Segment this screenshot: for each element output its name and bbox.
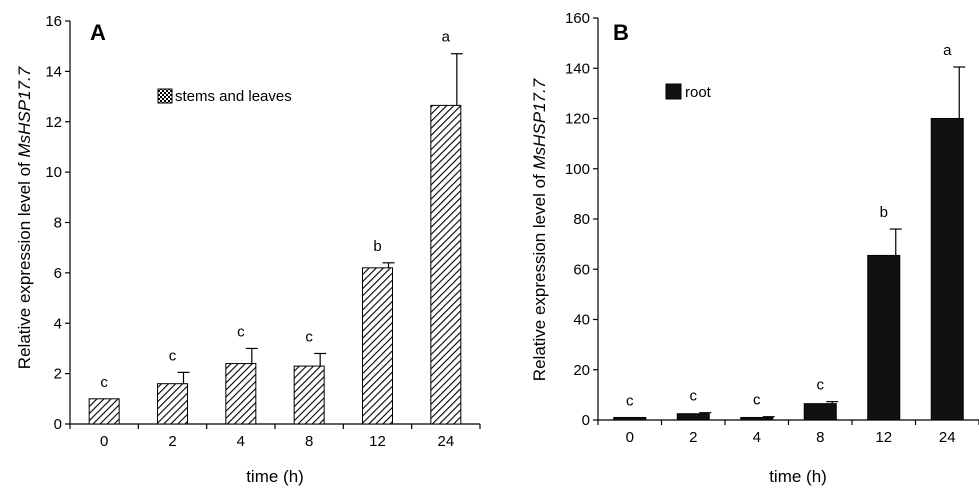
bar-a-12 — [362, 267, 393, 425]
x-axis-title-b: time (h) — [769, 467, 827, 486]
y-tick-label-a: 14 — [45, 63, 62, 80]
chart-panel-b: B root 0 20 40 60 80 100 120 140 160 c 0 c 2 c 4 c 8 b 12 a… — [530, 10, 979, 486]
x-tick-label-b-8: 8 — [816, 429, 824, 446]
bar-b-4 — [740, 416, 774, 421]
y-axis-title-b-prefix: Relative expression level of — [530, 170, 549, 382]
x-tick-label-b-24: 24 — [939, 429, 956, 446]
bar-a-8 — [293, 365, 325, 425]
y-tick-label-b: 100 — [565, 161, 590, 178]
y-tick-label-a: 16 — [45, 13, 62, 30]
panel-label-a: A — [90, 20, 106, 45]
bar-b-0 — [613, 416, 647, 421]
x-tick-label-b-2: 2 — [689, 429, 697, 446]
bar-a-2 — [157, 383, 188, 425]
y-tick-label-b: 80 — [573, 211, 590, 228]
x-tick-label-b-0: 0 — [626, 429, 634, 446]
y-tick-label-b: 60 — [573, 261, 590, 278]
significance-label-a-24: a — [442, 29, 451, 46]
x-tick-label-a-2: 2 — [168, 433, 176, 450]
panel-label-b: B — [613, 20, 629, 45]
significance-label-b-12: b — [880, 204, 888, 221]
y-tick-label-a: 8 — [54, 215, 62, 232]
legend-a: stems and leaves — [157, 88, 292, 105]
bar-b-2 — [676, 413, 710, 421]
significance-label-a-0: c — [100, 374, 108, 391]
y-tick-label-b: 160 — [565, 10, 590, 27]
x-tick-label-a-0: 0 — [100, 433, 108, 450]
y-axis-title-a: Relative expression level of MsHSP17.7 — [15, 66, 34, 369]
y-axis-title-b-gene: MsHSP17.7 — [530, 78, 549, 169]
y-axis-title-a-prefix: Relative expression level of — [15, 158, 34, 370]
y-axis-title-a-gene: MsHSP17.7 — [15, 66, 34, 157]
y-tick-label-b: 120 — [565, 111, 590, 128]
x-tick-label-b-12: 12 — [875, 429, 892, 446]
significance-label-b-24: a — [943, 42, 952, 59]
x-tick-label-a-8: 8 — [305, 433, 313, 450]
significance-label-a-4: c — [237, 323, 245, 340]
significance-label-a-12: b — [373, 238, 381, 255]
bar-b-24 — [930, 118, 964, 421]
legend-swatch-root — [665, 83, 682, 100]
significance-label-a-8: c — [305, 328, 313, 345]
bar-a-0 — [88, 398, 120, 425]
x-tick-label-b-4: 4 — [753, 429, 761, 446]
significance-label-b-4: c — [753, 392, 761, 409]
y-tick-label-a: 10 — [45, 164, 62, 181]
legend-swatch-stems-and-leaves — [157, 88, 173, 104]
y-axis-title-b: Relative expression level of MsHSP17.7 — [530, 78, 549, 381]
significance-label-a-2: c — [169, 347, 177, 364]
x-tick-label-a-12: 12 — [369, 433, 386, 450]
y-tick-label-b: 0 — [582, 412, 590, 429]
legend-label-root: root — [685, 84, 712, 101]
significance-label-b-2: c — [690, 388, 698, 405]
legend-b: root — [665, 83, 712, 101]
significance-label-b-8: c — [817, 377, 825, 394]
x-tick-label-a-24: 24 — [437, 433, 454, 450]
y-tick-label-a: 2 — [54, 366, 62, 383]
bar-b-8 — [803, 403, 837, 421]
chart-panel-a: A stems and leaves 0246810121416c0c2c4c8… — [15, 13, 481, 486]
y-tick-label-a: 6 — [54, 265, 62, 282]
bar-a-4 — [225, 363, 257, 425]
bar-b-12 — [867, 254, 901, 421]
y-tick-label-b: 40 — [573, 312, 590, 329]
y-tick-label-b: 140 — [565, 60, 590, 77]
bar-a-24 — [430, 104, 462, 425]
y-tick-label-b: 20 — [573, 362, 590, 379]
y-tick-label-a: 12 — [45, 114, 62, 131]
x-tick-label-a-4: 4 — [237, 433, 245, 450]
legend-label-stems-and-leaves: stems and leaves — [175, 88, 292, 105]
x-axis-title-a: time (h) — [246, 467, 304, 486]
significance-label-b-0: c — [626, 392, 634, 409]
y-tick-label-a: 0 — [54, 416, 62, 433]
y-tick-label-a: 4 — [54, 315, 62, 332]
